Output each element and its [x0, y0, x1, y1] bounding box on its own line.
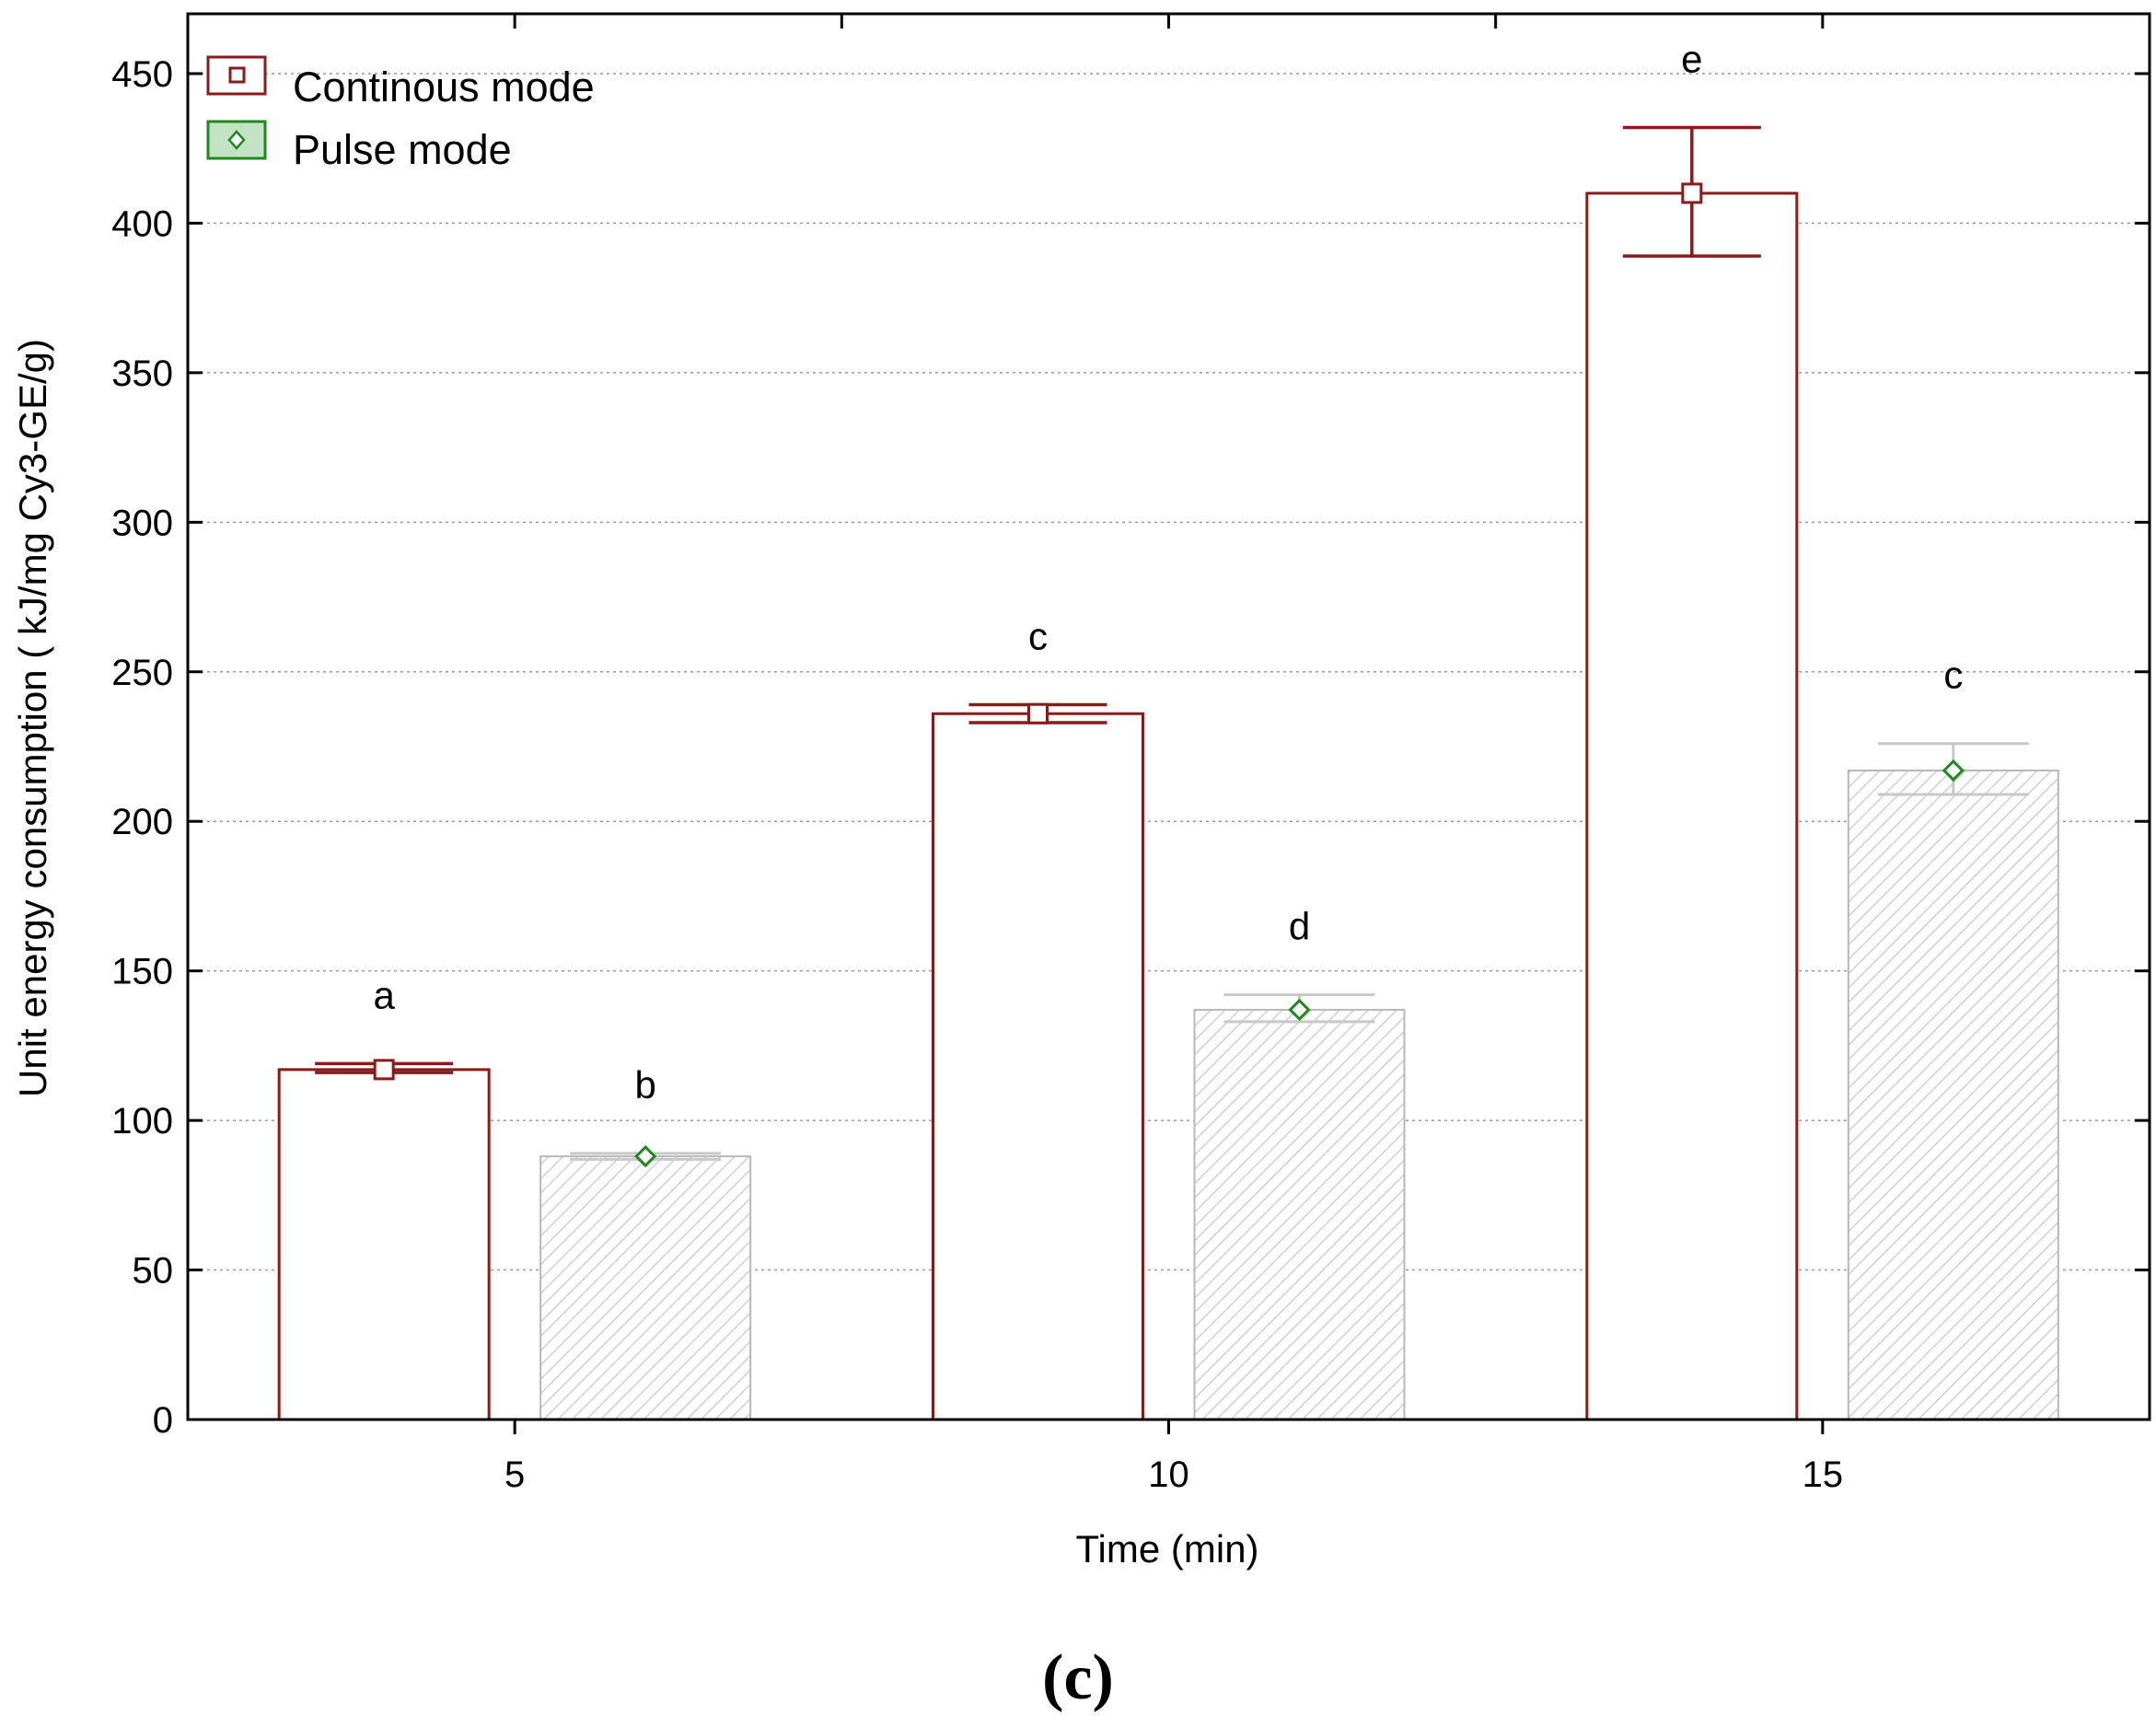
y-tick-label: 150	[111, 952, 173, 992]
mean-marker-square	[373, 1059, 395, 1081]
bar-pulse-mode	[539, 1155, 752, 1420]
legend-marker-pulse	[227, 130, 246, 150]
y-tick-label: 350	[111, 354, 173, 394]
legend: Continous mode Pulse mode	[206, 55, 595, 173]
bar-continous-mode	[277, 1068, 491, 1421]
y-tick-label: 200	[111, 802, 173, 842]
legend-label-continous: Continous mode	[293, 64, 595, 110]
x-tick-label: 15	[1802, 1455, 1844, 1495]
bar-continous-mode	[932, 712, 1144, 1421]
bar-pulse-mode	[1193, 1008, 1406, 1420]
y-tick-label: 50	[133, 1251, 174, 1292]
x-tick-label: 5	[504, 1455, 525, 1495]
bar-continous-mode	[1585, 191, 1799, 1421]
legend-label-pulse: Pulse mode	[293, 126, 512, 173]
y-tick-label: 300	[111, 503, 173, 543]
mean-marker-square	[1681, 182, 1703, 204]
legend-swatch-continous	[206, 55, 267, 96]
x-axis: 5 10 15	[186, 14, 2151, 1495]
error-bars	[315, 125, 2029, 1168]
significance-letter: a	[373, 973, 395, 1016]
bar-pulse-mode	[1847, 769, 2059, 1420]
y-axis-title: Unit energy consumption ( kJ/mg Cy3-GE/g…	[11, 339, 54, 1097]
y-tick-label: 450	[111, 54, 173, 95]
y-tick-label: 250	[111, 653, 173, 693]
y-tick-label: 100	[111, 1101, 173, 1142]
y-tick-label: 400	[111, 203, 173, 244]
y-tick-label: 0	[153, 1400, 173, 1441]
mean-marker-square	[1027, 702, 1049, 724]
legend-marker-continous	[228, 66, 246, 84]
x-axis-title: Time (min)	[1075, 1527, 1258, 1571]
legend-swatch-pulse	[206, 120, 267, 160]
mean-marker-diamond	[1942, 759, 1965, 782]
significance-letter: d	[1289, 905, 1310, 948]
significance-letter: e	[1681, 37, 1702, 80]
significance-letters: a c e b d c	[373, 37, 1963, 1106]
bars	[277, 191, 2059, 1421]
y-axis: 0 50 100 150 200 250 300 350 400 450	[111, 54, 2150, 1441]
significance-letter: b	[634, 1063, 655, 1107]
significance-letter: c	[1028, 615, 1048, 658]
mean-marker-diamond	[634, 1144, 657, 1168]
panel-label: (c)	[1042, 1642, 1114, 1713]
gridlines	[188, 73, 2150, 1271]
mean-marker-diamond	[1288, 998, 1311, 1022]
significance-letter: c	[1943, 654, 1963, 697]
x-tick-label: 10	[1148, 1455, 1189, 1495]
